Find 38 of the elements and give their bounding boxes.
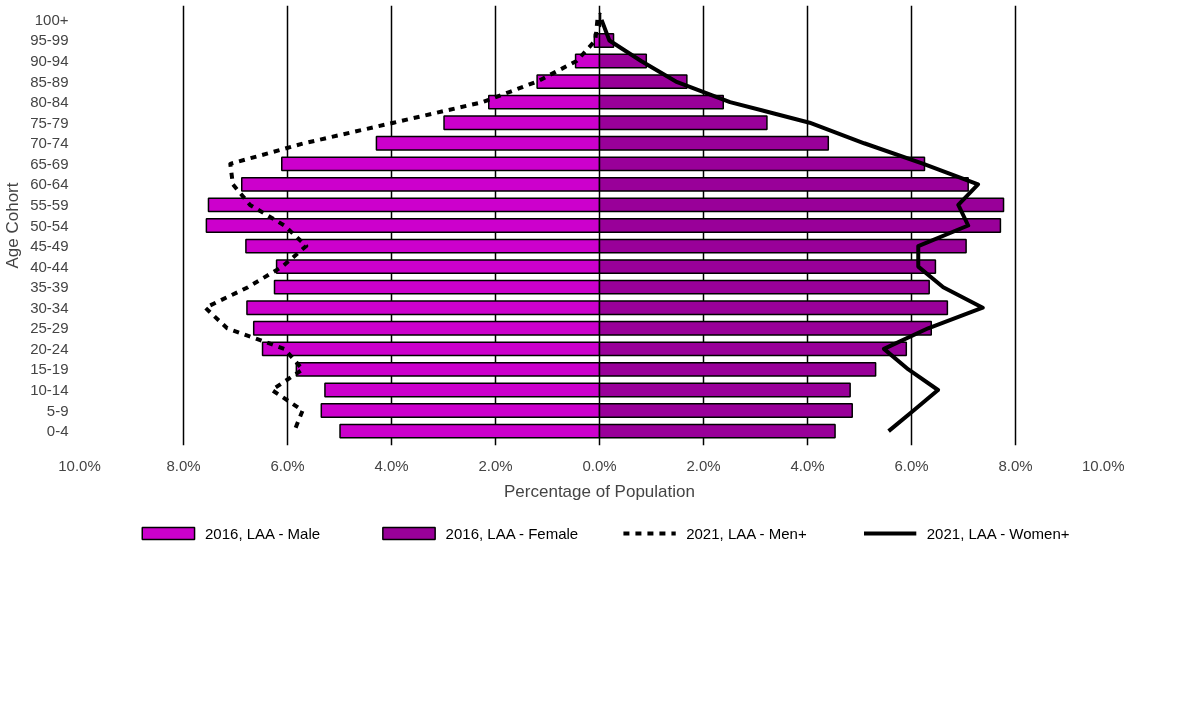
y-tick-label: 60-64 <box>30 175 69 193</box>
x-tick-label: 8.0% <box>998 456 1033 474</box>
x-tick-label: 2.0% <box>686 456 721 474</box>
x-tick-label: 8.0% <box>166 456 201 474</box>
y-tick-label: 100+ <box>34 10 69 28</box>
x-tick-label: 4.0% <box>374 456 409 474</box>
x-tick-label: 10.0% <box>1081 456 1125 474</box>
y-tick-label: 75-79 <box>30 113 69 131</box>
legend-label: 2016, LAA - Male <box>205 525 321 542</box>
y-tick-label: 55-59 <box>30 195 69 213</box>
x-tick-label: 4.0% <box>790 456 825 474</box>
y-tick-label: 25-29 <box>30 319 69 337</box>
y-tick-label: 95-99 <box>30 31 69 49</box>
y-tick-label: 45-49 <box>30 237 69 255</box>
legend-label: 2021, LAA - Women+ <box>926 525 1070 542</box>
x-tick-label: 6.0% <box>894 456 929 474</box>
y-tick-label: 40-44 <box>30 257 69 275</box>
y-tick-label: 90-94 <box>30 52 69 70</box>
legend-label: 2016, LAA - Female <box>445 525 579 542</box>
y-tick-label: 0-4 <box>46 422 69 440</box>
y-tick-label: 30-34 <box>30 298 69 316</box>
y-tick-label: 85-89 <box>30 72 69 90</box>
y-tick-label: 80-84 <box>30 93 69 111</box>
y-tick-label: 15-19 <box>30 360 69 378</box>
x-axis-title: Percentage of Population <box>504 481 695 501</box>
x-tick-label: 6.0% <box>270 456 305 474</box>
y-tick-label: 50-54 <box>30 216 69 234</box>
y-tick-label: 70-74 <box>30 134 69 152</box>
y-tick-label: 35-39 <box>30 278 69 296</box>
y-tick-label: 5-9 <box>46 401 69 419</box>
y-axis-title: Age Cohort <box>3 182 23 269</box>
y-tick-label: 20-24 <box>30 339 69 357</box>
legend-label: 2021, LAA - Men+ <box>686 525 807 542</box>
x-tick-label: 0.0% <box>582 456 617 474</box>
x-tick-label: 2.0% <box>478 456 513 474</box>
y-tick-label: 10-14 <box>30 380 69 398</box>
x-tick-label: 10.0% <box>58 456 101 474</box>
y-tick-label: 65-69 <box>30 154 69 172</box>
